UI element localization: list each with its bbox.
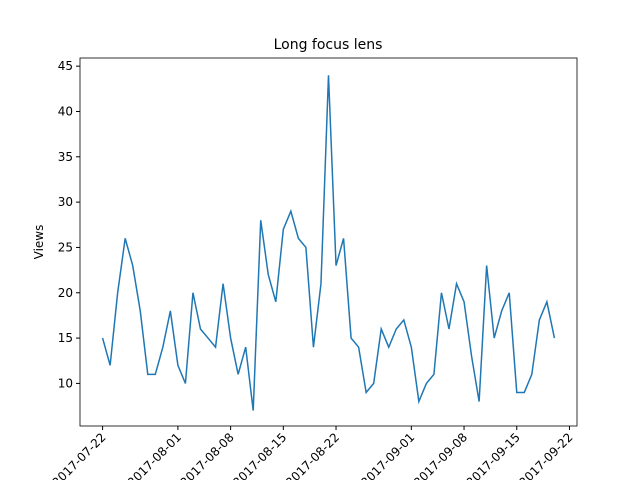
y-axis-label: Views	[32, 225, 46, 260]
y-tick-label: 10	[58, 376, 73, 390]
line-series	[101, 75, 556, 411]
chart-title: Long focus lens	[274, 37, 383, 53]
plot-frame	[79, 57, 578, 427]
y-tick-label: 45	[58, 59, 73, 73]
y-tick-label: 20	[58, 286, 73, 300]
y-tick-label: 35	[58, 150, 73, 164]
y-tick-label: 40	[58, 104, 73, 118]
y-tick-label: 30	[58, 195, 73, 209]
y-tick-label: 15	[58, 331, 73, 345]
y-tick-label: 25	[58, 240, 73, 254]
